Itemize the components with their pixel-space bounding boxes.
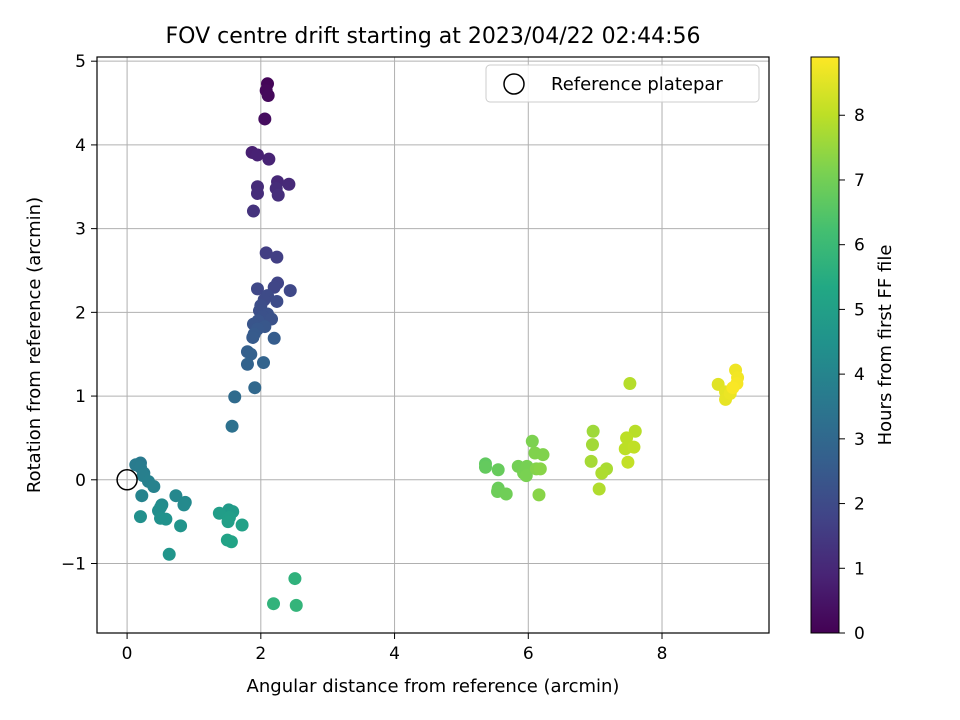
scatter-point: [162, 547, 176, 561]
legend-box: [485, 64, 760, 103]
scatter-point: [586, 424, 600, 438]
scatter-point: [246, 204, 260, 218]
scatter-point: [169, 489, 183, 503]
scatter-point: [283, 284, 297, 298]
reference-point-circle: [116, 469, 138, 491]
x-axis-label: Angular distance from reference (arcmin): [247, 676, 620, 697]
scatter-point: [532, 488, 546, 502]
x-tick-label: 6: [523, 644, 534, 664]
scatter-point: [595, 466, 609, 480]
x-tick-label: 0: [122, 644, 133, 664]
scatter-point: [621, 455, 635, 469]
scatter-point: [248, 381, 262, 395]
scatter-point: [246, 330, 260, 344]
scatter-point: [240, 357, 254, 371]
colorbar-tick-label: 2: [854, 495, 865, 515]
plot-frame: [96, 56, 770, 634]
y-tick-label: 5: [75, 52, 86, 72]
scatter-point: [261, 89, 275, 103]
colorbar-tick-label: 6: [854, 236, 865, 256]
scatter-point: [267, 331, 281, 345]
colorbar-ticks: 0 1 2 3 4 5 6 7 8: [839, 106, 865, 644]
colorbar-tick-label: 3: [854, 430, 865, 450]
y-axis-ticks: −1 0 1 2 3 4 5: [61, 52, 97, 575]
scatter-point: [267, 597, 281, 611]
scatter-point: [726, 381, 740, 395]
legend-entry-reference: Reference platepar: [551, 74, 723, 95]
y-axis-label: Rotation from reference (arcmin): [24, 197, 45, 493]
scatter-point: [259, 246, 273, 260]
legend: Reference platepar: [485, 64, 760, 103]
x-axis-ticks: 0 2 4 6 8: [122, 633, 668, 664]
scatter-point: [491, 463, 505, 477]
scatter-point: [478, 460, 492, 474]
scatter-point: [262, 152, 276, 166]
scatter-point: [177, 498, 191, 512]
colorbar-label: Hours from first FF file: [875, 245, 896, 446]
reference-platepar-marker: [116, 469, 138, 491]
grid-lines: [97, 57, 769, 633]
x-tick-label: 4: [389, 644, 400, 664]
scatter-point: [288, 572, 302, 586]
scatter-point: [250, 186, 264, 200]
scatter-point: [289, 598, 303, 612]
scatter-point: [159, 512, 173, 526]
x-tick-label: 8: [657, 644, 668, 664]
scatter-point: [585, 438, 599, 452]
x-tick-label: 2: [255, 644, 266, 664]
y-tick-label: 1: [75, 387, 86, 407]
y-tick-label: 2: [75, 303, 86, 323]
scatter-point: [212, 506, 226, 520]
scatter-point: [271, 188, 285, 202]
scatter-point: [228, 390, 242, 404]
colorbar-tick-label: 7: [854, 171, 865, 191]
y-tick-label: 3: [75, 220, 86, 240]
scatter-point: [250, 282, 264, 296]
scatter-point: [174, 519, 188, 533]
scatter-point: [244, 347, 258, 361]
scatter-point: [525, 434, 539, 448]
scatter-point: [135, 489, 149, 503]
scatter-point: [250, 148, 264, 162]
scatter-point: [256, 356, 270, 370]
colorbar-tick-label: 8: [854, 106, 865, 126]
chart-title: FOV centre drift starting at 2023/04/22 …: [166, 24, 701, 49]
scatter-point: [623, 377, 637, 391]
legend-marker-circle-icon: [503, 73, 525, 95]
scatter-point: [519, 469, 533, 483]
colorbar: [810, 56, 840, 634]
colorbar-tick-label: 4: [854, 365, 865, 385]
scatter-point: [533, 462, 547, 476]
colorbar-tick-label: 0: [854, 624, 865, 644]
y-tick-label: 4: [75, 136, 86, 156]
scatter-point: [270, 250, 284, 264]
scatter-point: [133, 510, 147, 524]
scatter-point: [221, 515, 235, 529]
scatter-point: [499, 487, 513, 501]
scatter-point: [224, 535, 238, 549]
scatter-point: [584, 454, 598, 468]
scatter-points: [129, 77, 745, 612]
colorbar-tick-label: 5: [854, 300, 865, 320]
y-tick-label: 0: [75, 471, 86, 491]
scatter-point: [536, 448, 550, 462]
y-tick-label: −1: [61, 555, 86, 575]
scatter-point: [282, 177, 296, 191]
scatter-point: [147, 479, 161, 493]
scatter-point: [235, 518, 249, 532]
scatter-point: [270, 294, 284, 308]
colorbar-tick-label: 1: [854, 559, 865, 579]
scatter-point: [620, 431, 634, 445]
scatter-point: [225, 419, 239, 433]
scatter-point: [627, 440, 641, 454]
scatter-point: [592, 482, 606, 496]
scatter-point: [258, 112, 272, 126]
